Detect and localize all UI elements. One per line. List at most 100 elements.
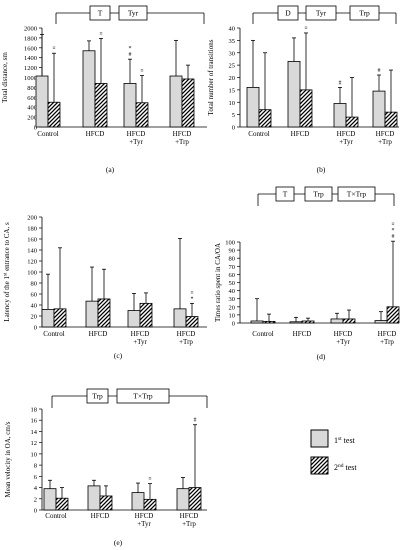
x-category-label: +Tyr xyxy=(129,138,143,146)
y-axis-label-sup: st xyxy=(4,272,9,276)
y-tick-label: 10 xyxy=(31,451,38,458)
legend: 1st test 2nd test xyxy=(310,429,357,475)
legend-swatch-2nd-test xyxy=(310,456,329,475)
y-axis-label: Times ratio spent in CA/OA xyxy=(214,243,222,322)
effect-label: D xyxy=(285,9,291,18)
effect-label-box xyxy=(277,5,299,21)
y-tick-label: 20 xyxy=(31,314,38,321)
bar-first-test-1 xyxy=(82,50,96,128)
bar-second-test-2 xyxy=(345,116,359,128)
significance-mark: * xyxy=(129,46,132,52)
x-category-label: +Tyr xyxy=(339,138,353,146)
y-tick-label: 40 xyxy=(229,26,236,33)
y-tick-label: 25 xyxy=(229,63,236,70)
y-tick-label: 40 xyxy=(229,288,236,295)
x-category-label: +Trp xyxy=(182,520,196,528)
bar-first-test-0 xyxy=(43,488,57,511)
bar-first-test-3 xyxy=(169,75,183,128)
x-category-label: HFCD xyxy=(127,130,146,138)
bar-second-test-0 xyxy=(262,320,276,324)
x-category-label: Control xyxy=(252,330,273,338)
bar-first-test-2 xyxy=(123,83,137,128)
bar-first-test-2 xyxy=(127,310,141,328)
x-category-label: Control xyxy=(45,512,66,520)
effect-label-box xyxy=(89,5,111,21)
effect-label-box xyxy=(118,5,148,21)
significance-mark: ¤ xyxy=(149,477,152,483)
bar-second-test-2 xyxy=(342,318,356,324)
significance-mark: # xyxy=(194,418,197,424)
x-category-label: HFCD xyxy=(291,130,310,138)
y-tick-label: 6 xyxy=(34,474,38,481)
effect-label-box xyxy=(304,186,333,202)
y-tick-label: 20 xyxy=(229,75,236,82)
significance-mark: * xyxy=(191,296,194,302)
chart-panel-e: 0 2 4 6 8 10 12 14 16 18 Mean velocity in OA, cm/s… xyxy=(4,388,208,547)
x-category-label: HFCD xyxy=(86,130,105,138)
x-category-label: HFCD xyxy=(180,512,199,520)
significance-mark: # xyxy=(129,52,132,58)
significance-mark: ¤ xyxy=(305,26,308,32)
y-tick-label: 60 xyxy=(229,272,236,279)
y-axis-label-part: Latency of the 1 xyxy=(3,276,11,322)
y-axis-label-part: entrance to CA, s xyxy=(3,222,11,273)
y-tick-label: 20 xyxy=(229,304,236,311)
y-tick-label: 5 xyxy=(232,112,235,119)
y-tick-label: 1400 xyxy=(24,55,37,62)
effect-label-box xyxy=(349,5,380,21)
bar-second-test-3 xyxy=(188,487,202,511)
bar-second-test-0 xyxy=(55,497,69,511)
bar-first-test-2 xyxy=(131,492,145,511)
panel-caption-c: (c) xyxy=(114,351,123,360)
significance-mark: # xyxy=(378,68,381,74)
y-tick-label: 0 xyxy=(232,321,235,328)
chart-panel-b: 0 5 10 15 20 25 30 35 40 Total number of transiti… xyxy=(207,5,399,174)
bar-first-test-2 xyxy=(330,318,344,324)
y-tick-label: 10 xyxy=(229,312,236,319)
x-category-label: HFCD xyxy=(131,330,150,338)
x-category-label: HFCD xyxy=(293,330,312,338)
x-category-label: Control xyxy=(43,330,64,338)
bar-second-test-1 xyxy=(99,495,113,511)
bar-second-test-0 xyxy=(53,308,67,328)
bar-first-test-0 xyxy=(250,320,264,324)
bar-second-test-3 xyxy=(386,306,400,324)
y-axis-label: Latency of the 1st entrance to CA, s xyxy=(3,222,11,322)
bar-second-test-2 xyxy=(139,302,153,328)
effect-label-box xyxy=(305,5,337,21)
x-category-label: +Trp xyxy=(378,138,392,146)
x-category-label: Control xyxy=(248,130,269,138)
x-category-label: +Trp xyxy=(179,338,193,346)
y-tick-label: 100 xyxy=(27,270,37,277)
y-tick-label: 600 xyxy=(27,95,37,102)
significance-mark: ¤ xyxy=(53,46,56,52)
y-tick-label: 12 xyxy=(31,440,38,447)
x-category-label: +Tyr xyxy=(336,338,350,346)
bar-first-test-1 xyxy=(85,300,99,328)
y-tick-label: 80 xyxy=(31,281,38,288)
y-tick-label: 10 xyxy=(229,100,236,107)
bar-first-test-0 xyxy=(41,308,55,328)
legend-swatch-1st-test xyxy=(310,429,329,448)
bar-second-test-3 xyxy=(384,111,398,128)
x-category-label: HFCD xyxy=(91,512,110,520)
y-tick-label: 4 xyxy=(34,485,38,492)
y-tick-label: 90 xyxy=(229,248,236,255)
y-tick-label: 400 xyxy=(27,105,37,112)
y-tick-label: 50 xyxy=(229,280,236,287)
y-tick-label: 80 xyxy=(229,256,236,263)
y-tick-label: 8 xyxy=(34,463,37,470)
effect-label: Trp xyxy=(92,392,103,401)
y-tick-label: 800 xyxy=(27,85,37,92)
y-tick-label: 60 xyxy=(31,292,38,299)
bar-second-test-1 xyxy=(94,83,108,128)
effect-label: T×Trp xyxy=(133,392,153,401)
y-tick-label: 160 xyxy=(27,237,37,244)
significance-mark: * xyxy=(392,228,395,234)
y-tick-label: 70 xyxy=(229,264,236,271)
bar-first-test-1 xyxy=(87,485,101,511)
x-category-label: HFCD xyxy=(89,330,108,338)
y-tick-label: 15 xyxy=(229,87,236,94)
